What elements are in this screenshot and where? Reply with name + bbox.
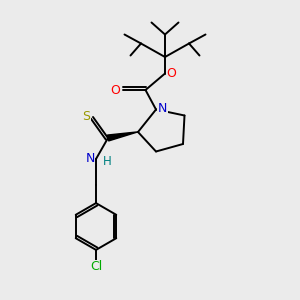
Text: O: O [111,83,120,97]
Text: H: H [103,155,112,169]
Polygon shape [107,132,138,141]
Text: Cl: Cl [90,260,102,273]
Text: N: N [85,152,95,166]
Text: S: S [82,110,90,124]
Text: O: O [167,67,176,80]
Text: N: N [158,101,167,115]
